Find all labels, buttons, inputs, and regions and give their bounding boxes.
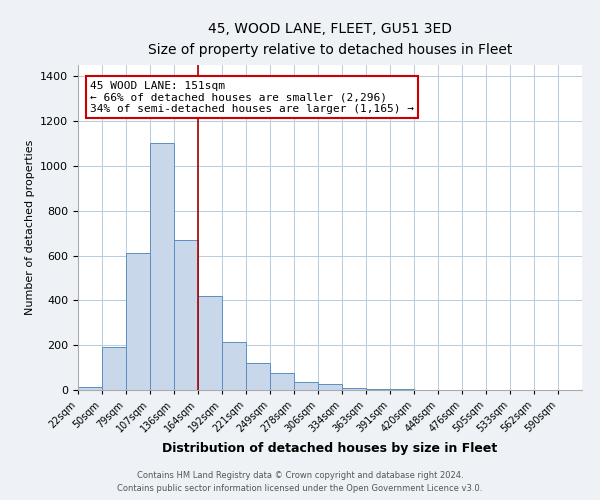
Bar [246,363,270,390]
Bar [198,296,222,390]
Text: Contains HM Land Registry data © Crown copyright and database right 2024.: Contains HM Land Registry data © Crown c… [137,470,463,480]
Bar [294,382,318,390]
Text: 45 WOOD LANE: 151sqm
← 66% of detached houses are smaller (2,296)
34% of semi-de: 45 WOOD LANE: 151sqm ← 66% of detached h… [90,80,414,114]
Text: Contains public sector information licensed under the Open Government Licence v3: Contains public sector information licen… [118,484,482,493]
Bar [78,386,102,390]
Bar [318,384,342,390]
Bar [270,373,294,390]
Bar [126,254,150,390]
Bar [174,240,198,390]
Bar [150,144,174,390]
Title: 45, WOOD LANE, FLEET, GU51 3ED
Size of property relative to detached houses in F: 45, WOOD LANE, FLEET, GU51 3ED Size of p… [148,22,512,57]
X-axis label: Distribution of detached houses by size in Fleet: Distribution of detached houses by size … [163,442,497,456]
Bar [342,388,366,390]
Bar [366,389,390,390]
Bar [222,342,246,390]
Bar [102,348,126,390]
Y-axis label: Number of detached properties: Number of detached properties [25,140,35,315]
